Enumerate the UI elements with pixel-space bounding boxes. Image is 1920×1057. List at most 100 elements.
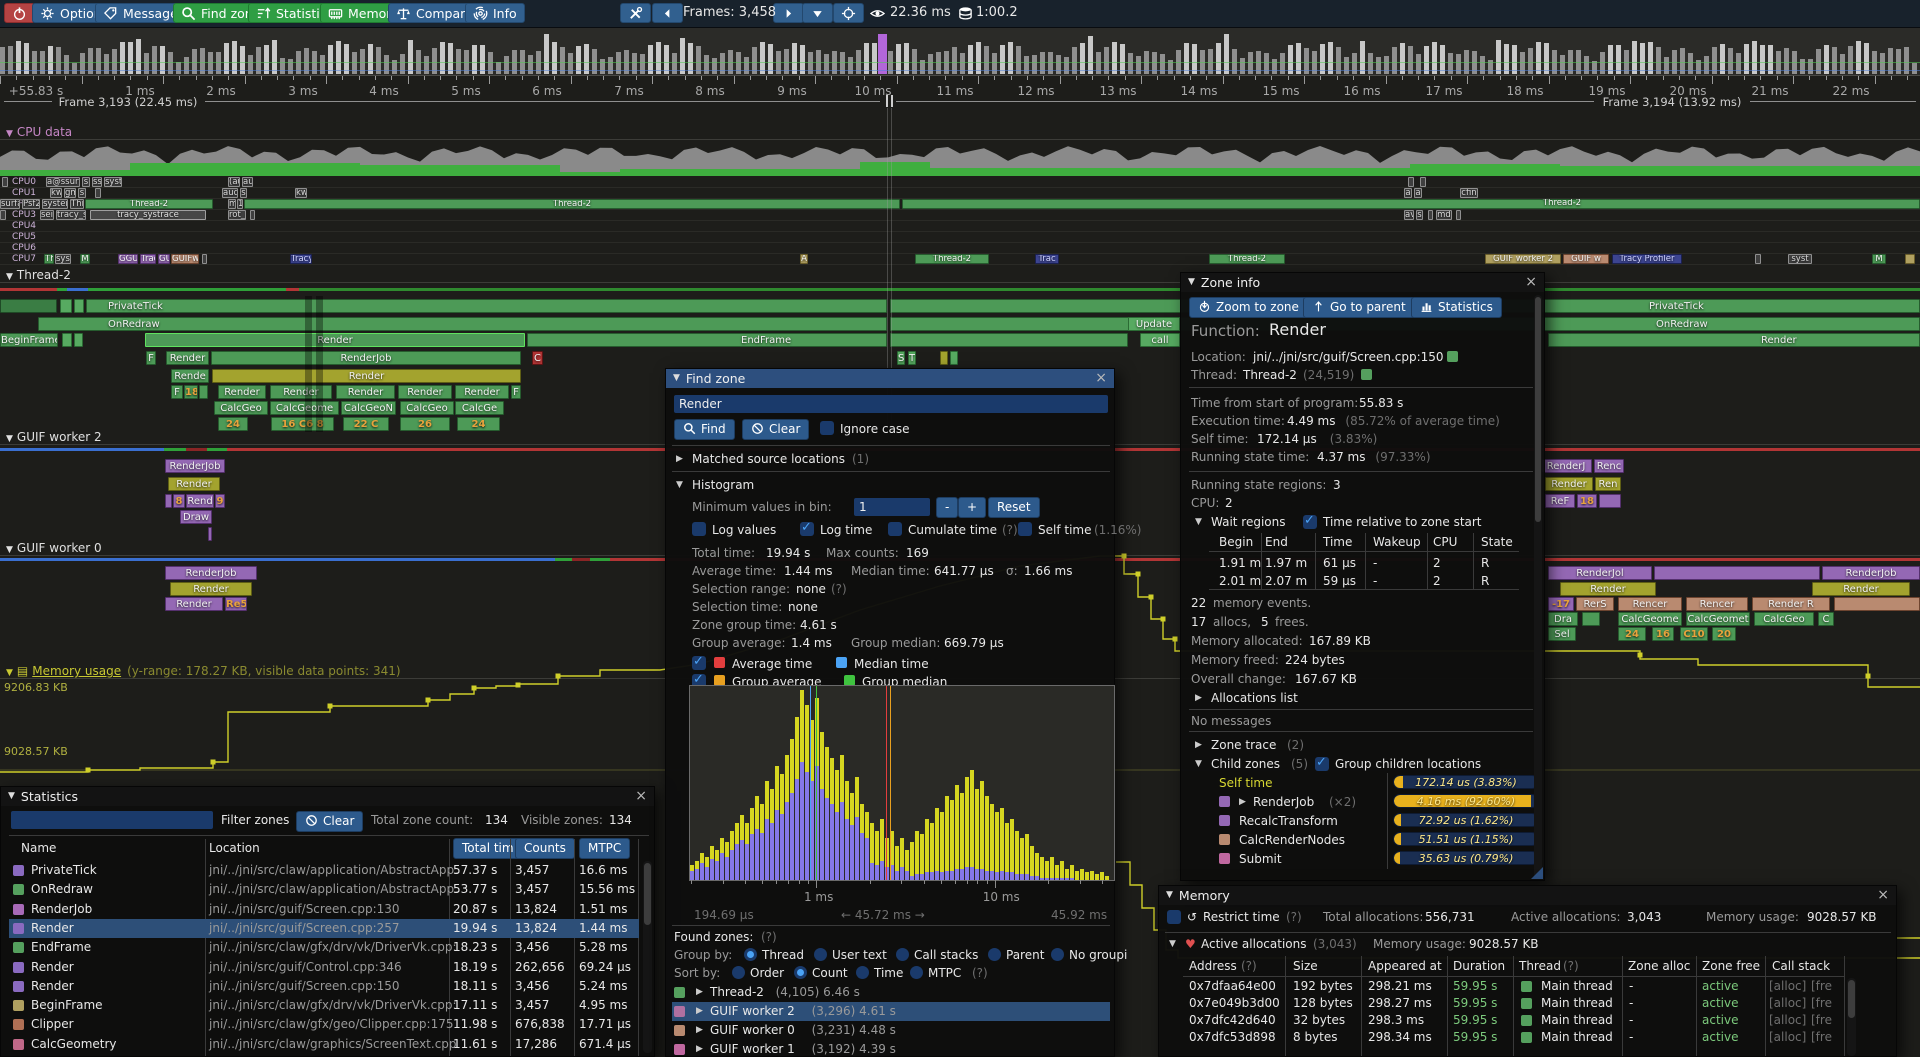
frame-bar[interactable] (224, 43, 229, 74)
zone-chip[interactable]: PrivateTick (86, 299, 887, 313)
frame-bar[interactable] (824, 53, 829, 74)
frame-bar[interactable] (1560, 55, 1565, 74)
cpu-zone-chip[interactable] (1420, 177, 1426, 187)
zone-chip[interactable] (0, 299, 57, 313)
source-location-square[interactable] (1447, 351, 1458, 362)
zone-chip[interactable]: Rende (171, 369, 209, 383)
frame-bar[interactable] (576, 45, 581, 74)
selected-frame-marker[interactable] (878, 34, 887, 74)
prev-frame-button[interactable] (652, 3, 683, 23)
frame-bar[interactable] (344, 43, 349, 74)
frame-bar[interactable] (1896, 48, 1901, 74)
frame-bar[interactable] (784, 48, 789, 74)
average-legend-square[interactable] (714, 657, 725, 668)
frame-bar[interactable] (1568, 49, 1573, 74)
statistics-row[interactable]: Render jni/../jni/src/guif/Screen.cpp:150… (9, 977, 639, 996)
group-children-checkbox[interactable] (1315, 755, 1329, 771)
frame-bar[interactable] (792, 43, 797, 74)
frame-bar[interactable] (432, 47, 437, 74)
cpu-zone-chip[interactable]: syst (1788, 254, 1812, 264)
zone-color-square[interactable] (13, 903, 24, 915)
frame-bar[interactable] (376, 46, 381, 74)
zone-chip[interactable]: RenderJob (211, 351, 521, 365)
frame-bar[interactable] (1072, 46, 1077, 74)
frame-bar[interactable] (1576, 49, 1581, 74)
frame-bar[interactable] (1320, 43, 1325, 74)
found-zone-group[interactable]: ▶ GUIF worker 1 (3,192) 4.39 s (672, 1040, 1110, 1057)
group-by-no-groupi[interactable] (1051, 948, 1064, 961)
group-color-square[interactable] (674, 1044, 685, 1055)
frame-bar[interactable] (624, 49, 629, 74)
zone-info-titlebar[interactable]: ▼ Zone info × (1181, 273, 1544, 292)
collapse-icon[interactable]: ▼ (8, 791, 15, 801)
frame-bar[interactable] (320, 54, 325, 74)
cpu-zone-chip[interactable]: system/se (42, 199, 68, 209)
group-color-square[interactable] (674, 987, 685, 998)
group-color-square[interactable] (674, 1025, 685, 1036)
frame-bar[interactable] (1160, 53, 1165, 74)
cpu-zone-chip[interactable]: av (1404, 210, 1414, 220)
close-icon[interactable]: × (1877, 887, 1889, 903)
matched-locations-toggle[interactable]: ▶ (676, 454, 683, 464)
frame-bar[interactable] (1856, 41, 1861, 74)
zone-chip[interactable]: Render (455, 385, 509, 399)
thread-color-square[interactable] (1521, 1032, 1532, 1043)
allocation-row[interactable]: 0x7dfc53d898 8 bytes 298.34 ms 59.95 s Main … (1189, 1030, 1832, 1044)
frame-bar[interactable] (1712, 47, 1717, 74)
frame-bar[interactable] (1592, 61, 1597, 74)
frame-bar[interactable] (1104, 46, 1109, 74)
found-zone-group[interactable]: ▶ GUIF worker 2 (3,296) 4.61 s (672, 1002, 1110, 1021)
frame-bar[interactable] (1912, 62, 1917, 74)
found-zone-group[interactable]: ▶ GUIF worker 0 (3,231) 4.48 s (672, 1021, 1110, 1040)
zone-chip[interactable]: Render (1545, 477, 1593, 491)
frame-bar[interactable] (144, 52, 149, 74)
frame-bar[interactable] (1784, 47, 1789, 74)
sort-by-count[interactable] (794, 966, 807, 979)
cpu-zone-chip[interactable]: au (242, 177, 253, 187)
zone-chip[interactable] (940, 351, 948, 365)
statistics-button[interactable]: Statistics (248, 3, 342, 23)
thread-color-square[interactable] (1521, 1015, 1532, 1026)
cpu-zone-chip[interactable]: tracy_sysn (56, 210, 86, 220)
cpu-zone-chip[interactable] (1408, 177, 1414, 187)
frame-bar[interactable] (512, 49, 517, 74)
frame-bar[interactable] (864, 43, 869, 74)
frame-bar[interactable] (1288, 44, 1293, 74)
frame-bar[interactable] (1056, 54, 1061, 74)
frame-bar[interactable] (1744, 44, 1749, 74)
frame-bar[interactable] (1720, 44, 1725, 74)
cpu-zone-chip[interactable]: a (1414, 188, 1422, 198)
frame-bar[interactable] (704, 55, 709, 74)
ignore-case-checkbox[interactable] (820, 421, 834, 435)
zone-chip[interactable]: F (511, 385, 521, 399)
median-legend-square[interactable] (836, 657, 847, 668)
zone-chip[interactable]: ReF (1545, 494, 1575, 508)
reset-button[interactable]: Reset (988, 497, 1040, 518)
frame-bar[interactable] (1736, 52, 1741, 74)
zone-chip[interactable]: Render (165, 597, 223, 611)
frame-bar[interactable] (1600, 52, 1605, 74)
cumulate-time-checkbox[interactable] (888, 522, 902, 536)
frame-bar[interactable] (632, 53, 637, 74)
cpu-zone-chip[interactable]: Th (44, 254, 54, 264)
zone-chip[interactable]: Render (1548, 333, 1920, 347)
frame-bar[interactable] (240, 45, 245, 74)
zone-chip[interactable] (62, 333, 72, 347)
frame-bar[interactable] (352, 52, 357, 74)
group-average-legend-square[interactable] (714, 675, 725, 686)
zone-chip[interactable] (74, 333, 83, 347)
zone-chip[interactable]: Re5 (225, 597, 247, 611)
cpu-zone-chip[interactable] (1905, 254, 1915, 264)
child-zone-square[interactable] (1219, 853, 1230, 864)
frame-bar[interactable] (360, 48, 365, 74)
cpu-zone-chip[interactable]: s (1416, 210, 1423, 220)
frame-bar[interactable] (1176, 49, 1181, 74)
frame-bar[interactable] (1440, 44, 1445, 74)
cpu-zone-chip[interactable]: M (80, 254, 90, 264)
frame-bar[interactable] (472, 44, 477, 74)
zone-chip[interactable]: Render (166, 351, 209, 365)
frame-bar[interactable] (1240, 57, 1245, 74)
zone-chip[interactable]: Render (145, 333, 525, 347)
cpu-zone-chip[interactable]: syst (104, 177, 122, 187)
frame-bar[interactable] (136, 39, 141, 74)
